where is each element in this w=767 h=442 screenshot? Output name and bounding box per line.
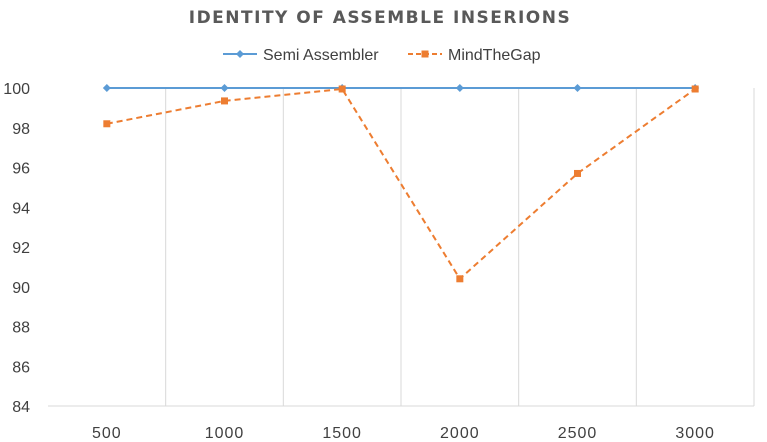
data-point	[456, 275, 464, 283]
legend-item: Semi Assembler	[223, 47, 379, 64]
y-tick-label: 94	[12, 200, 30, 217]
x-tick-label: 1500	[322, 425, 362, 442]
data-point	[338, 85, 346, 93]
y-tick-label: 88	[12, 320, 30, 337]
y-axis: 84 86 88 90 92 94 96 98 100	[3, 81, 30, 416]
series-line	[106, 87, 696, 281]
legend-label: MindTheGap	[448, 47, 541, 64]
legend-marker	[236, 50, 244, 58]
gridlines	[165, 88, 755, 406]
x-tick-label: 500	[92, 425, 122, 442]
x-axis: 500 1000 1500 2000 2500 3000	[48, 405, 754, 442]
data-point	[221, 97, 228, 105]
data-point	[691, 85, 699, 93]
y-tick-label: 96	[12, 161, 30, 178]
x-tick-label: 2000	[440, 425, 480, 442]
legend-label: Semi Assembler	[263, 47, 379, 64]
x-tick-label: 3000	[675, 425, 715, 442]
x-tick-label: 1000	[205, 425, 245, 442]
data-point	[220, 84, 229, 92]
chart-title: IDENTITY OF ASSEMBLE INSERIONS	[189, 8, 572, 28]
y-tick-label: 100	[3, 81, 30, 98]
data-point	[103, 120, 111, 128]
x-tick-label: 2500	[558, 425, 598, 442]
data-point	[574, 169, 581, 177]
legend: Semi Assembler MindTheGap	[223, 47, 541, 64]
data-point	[455, 84, 464, 92]
y-tick-label: 98	[12, 121, 30, 138]
y-tick-label: 86	[12, 359, 30, 376]
legend-marker	[421, 50, 429, 58]
series-group	[102, 84, 700, 283]
data-point	[573, 84, 582, 92]
series-mindthegap	[103, 85, 699, 283]
y-tick-label: 90	[12, 280, 30, 297]
data-point	[102, 84, 111, 92]
legend-item: MindTheGap	[408, 47, 541, 64]
y-tick-label: 84	[12, 399, 30, 416]
y-tick-label: 92	[12, 240, 30, 257]
